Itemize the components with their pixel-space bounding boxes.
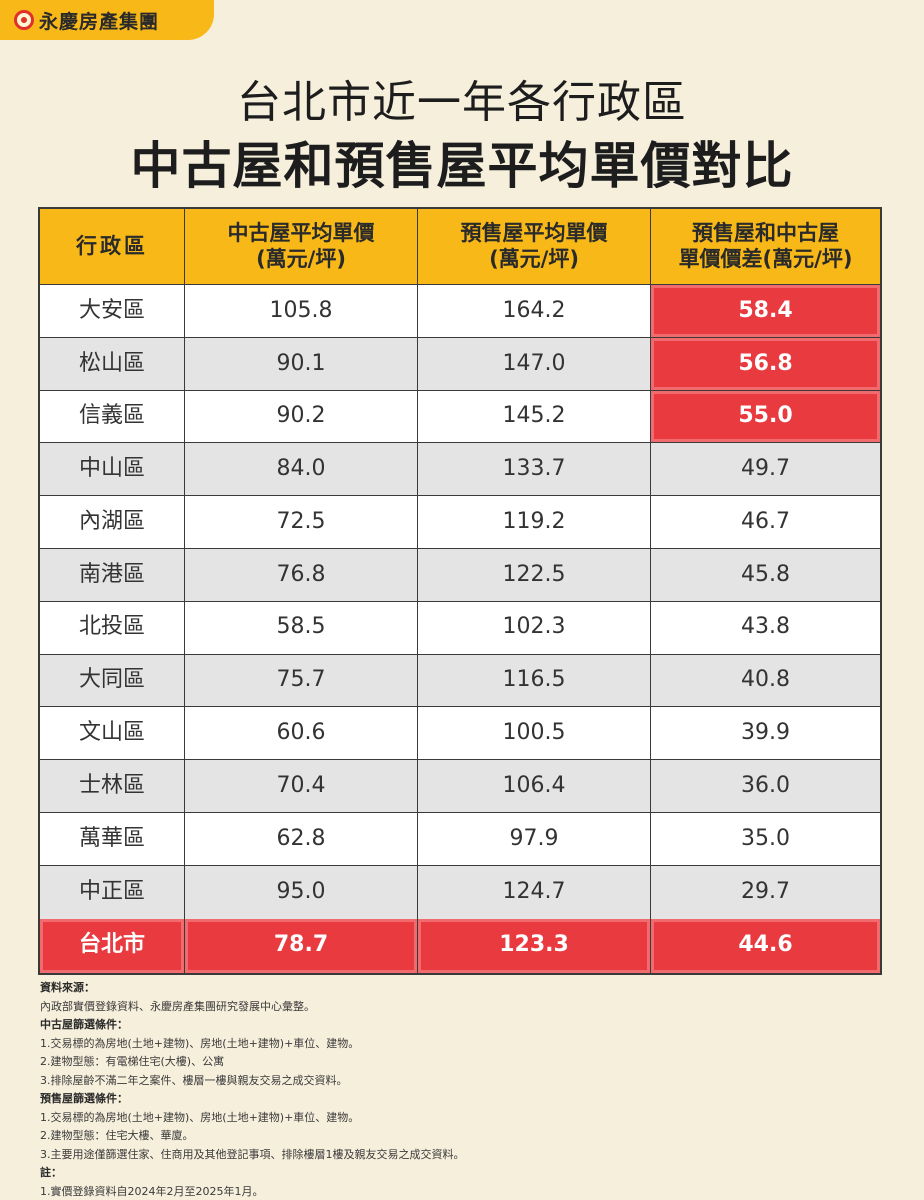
- header-price-diff: 預售屋和中古屋 單價價差(萬元/坪): [651, 209, 880, 284]
- cell-used-price: 72.5: [185, 496, 418, 548]
- table-row: 中正區 95.0 124.7 29.7: [40, 865, 880, 919]
- cell-price-diff: 56.8: [651, 337, 880, 390]
- cell-price-diff: 29.7: [651, 865, 880, 919]
- table-row: 松山區 90.1 147.0 56.8: [40, 337, 880, 391]
- cell-presale-price: 122.5: [418, 548, 651, 601]
- cell-district: 中山區: [40, 443, 185, 496]
- cell-price-diff: 49.7: [651, 443, 880, 496]
- table-row: 大同區 75.7 116.5 40.8: [40, 654, 880, 708]
- table-row: 南港區 76.8 122.5 45.8: [40, 548, 880, 602]
- note-line: 3.排除屋齡不滿二年之案件、樓層一樓與親友交易之成交資料。: [40, 1073, 348, 1087]
- source-notes: 資料來源： 內政部實價登錄資料、永慶房產集團研究發展中心彙整。 中古屋篩選條件： 1.…: [40, 979, 880, 1200]
- cell-presale-price: 164.2: [418, 285, 651, 337]
- cell-used-price: 62.8: [185, 812, 418, 865]
- cell-presale-price: 119.2: [418, 496, 651, 548]
- cell-used-price: 105.8: [185, 285, 418, 337]
- header-used-price: 中古屋平均單價 (萬元/坪): [185, 209, 418, 284]
- header-district: 行政區: [40, 209, 185, 284]
- table-total-row: 台北市 78.7 123.3 44.6: [40, 918, 880, 973]
- cell-presale-price: 100.5: [418, 707, 651, 760]
- note-line: 2.建物型態：有電梯住宅(大樓)、公寓: [40, 1055, 225, 1068]
- cell-presale-price: 147.0: [418, 337, 651, 390]
- note-line: 1.交易標的為房地(土地+建物)、房地(土地+建物)+車位、建物。: [40, 1110, 360, 1124]
- cell-used-price: 76.8: [185, 548, 418, 601]
- cell-price-diff: 40.8: [651, 654, 880, 707]
- cell-presale-price: 106.4: [418, 760, 651, 812]
- cell-district: 內湖區: [40, 496, 185, 548]
- total-presale-price: 123.3: [418, 918, 651, 973]
- table-header-row: 行政區 中古屋平均單價 (萬元/坪) 預售屋平均單價 (萬元/坪) 預售屋和中古…: [40, 209, 880, 285]
- cell-price-diff: 55.0: [651, 390, 880, 443]
- cell-presale-price: 133.7: [418, 443, 651, 496]
- cell-district: 中正區: [40, 865, 185, 919]
- table-row: 士林區 70.4 106.4 36.0: [40, 760, 880, 813]
- cell-presale-price: 124.7: [418, 865, 651, 919]
- brand-tab: 永慶房產集團: [0, 0, 214, 40]
- total-district: 台北市: [40, 918, 185, 973]
- cell-used-price: 75.7: [185, 654, 418, 707]
- note-line: 內政部實價登錄資料、永慶房產集團研究發展中心彙整。: [40, 999, 315, 1013]
- page-title-line2: 中古屋和預售屋平均單價對比: [130, 137, 794, 195]
- cell-presale-price: 145.2: [418, 390, 651, 443]
- cell-presale-price: 102.3: [418, 601, 651, 654]
- cell-district: 萬華區: [40, 812, 185, 865]
- cell-district: 士林區: [40, 760, 185, 812]
- cell-price-diff: 43.8: [741, 614, 790, 640]
- cell-presale-price: 97.9: [418, 812, 651, 865]
- cell-price-diff: 58.4: [651, 285, 880, 337]
- header-presale-price: 預售屋平均單價 (萬元/坪): [418, 209, 651, 284]
- total-price-diff: 44.6: [651, 918, 880, 973]
- cell-price-diff: 35.0: [741, 825, 790, 851]
- price-comparison-table: 行政區 中古屋平均單價 (萬元/坪) 預售屋平均單價 (萬元/坪) 預售屋和中古…: [38, 207, 882, 975]
- page-title-line1: 台北市近一年各行政區: [237, 77, 687, 128]
- cell-price-diff: 45.8: [651, 548, 880, 601]
- table-row: 中山區 84.0 133.7 49.7: [40, 443, 880, 497]
- table-row: 信義區 90.2 145.2 55.0: [40, 390, 880, 444]
- note-heading: 註：: [40, 1166, 62, 1179]
- brand-name: 永慶房產集團: [39, 10, 160, 33]
- note-heading: 資料來源：: [40, 981, 95, 994]
- note-heading: 預售屋篩選條件：: [40, 1092, 128, 1105]
- table-row: 內湖區 72.5 119.2 46.7: [40, 496, 880, 549]
- table-row: 北投區 58.5 102.3 43.8: [40, 601, 880, 655]
- table-row: 萬華區 62.8 97.9 35.0: [40, 812, 880, 866]
- cell-district: 信義區: [40, 390, 185, 443]
- cell-used-price: 84.0: [185, 443, 418, 496]
- cell-used-price: 90.1: [185, 337, 418, 390]
- brand-logo-icon: [14, 10, 34, 30]
- total-used-price: 78.7: [185, 918, 418, 973]
- note-line: 1.交易標的為房地(土地+建物)、房地(土地+建物)+車位、建物。: [40, 1036, 360, 1050]
- cell-price-diff: 46.7: [741, 508, 790, 534]
- cell-used-price: 60.6: [185, 707, 418, 760]
- cell-district: 大同區: [40, 654, 185, 707]
- note-line: 2.建物型態：住宅大樓、華廈。: [40, 1129, 194, 1142]
- cell-price-diff: 36.0: [651, 760, 880, 812]
- cell-used-price: 58.5: [185, 601, 418, 654]
- cell-used-price: 90.2: [185, 390, 418, 443]
- note-heading: 中古屋篩選條件：: [40, 1018, 128, 1031]
- note-line: 1.實價登錄資料自2024年2月至2025年1月。: [40, 1184, 264, 1198]
- table-row: 大安區 105.8 164.2 58.4: [40, 285, 880, 338]
- cell-district: 北投區: [40, 601, 185, 654]
- cell-used-price: 70.4: [185, 760, 418, 812]
- cell-district: 大安區: [40, 285, 185, 337]
- cell-presale-price: 116.5: [418, 654, 651, 707]
- cell-district: 松山區: [40, 337, 185, 390]
- cell-district: 南港區: [40, 548, 185, 601]
- cell-district: 文山區: [40, 707, 185, 760]
- table-row: 文山區 60.6 100.5 39.9: [40, 707, 880, 761]
- cell-price-diff: 39.9: [741, 720, 790, 746]
- note-line: 3.主要用途僅篩選住家、住商用及其他登記事項、排除樓層1樓及親友交易之成交資料。: [40, 1147, 465, 1161]
- cell-used-price: 95.0: [185, 865, 418, 919]
